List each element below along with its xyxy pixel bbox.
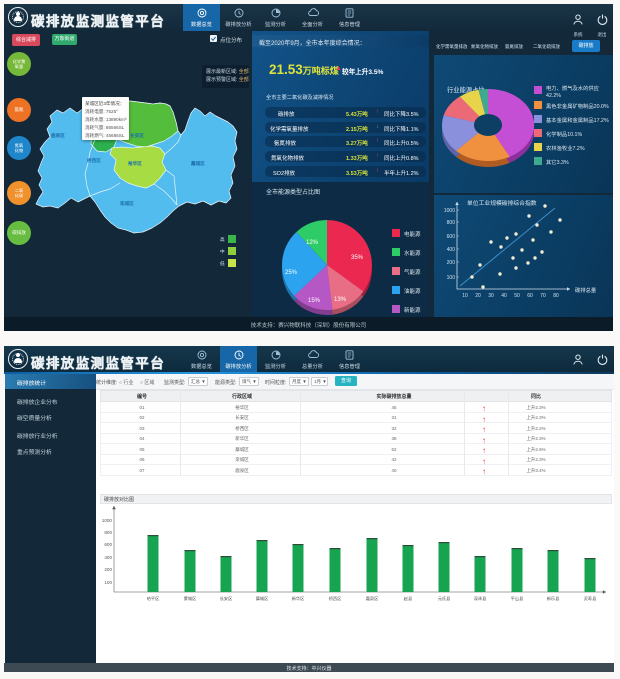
svg-text:1000: 1000 bbox=[102, 518, 113, 523]
svg-text:深泽县: 深泽县 bbox=[474, 595, 487, 602]
svg-text:新华区: 新华区 bbox=[292, 595, 305, 602]
svg-text:1000: 1000 bbox=[444, 208, 455, 214]
svg-text:藁城区: 藁城区 bbox=[190, 160, 205, 167]
svg-text:桥西区: 桥西区 bbox=[329, 595, 342, 602]
svg-text:13%: 13% bbox=[334, 297, 347, 303]
svg-text:60: 60 bbox=[527, 293, 533, 299]
svg-text:100: 100 bbox=[447, 275, 456, 281]
svg-text:鹿泉区: 鹿泉区 bbox=[51, 132, 65, 139]
svg-text:100: 100 bbox=[104, 580, 112, 585]
svg-text:哈平区: 哈平区 bbox=[147, 595, 160, 602]
svg-text:800: 800 bbox=[447, 220, 456, 226]
svg-text:裕华区: 裕华区 bbox=[127, 160, 142, 167]
svg-text:长安区: 长安区 bbox=[130, 132, 144, 139]
svg-text:25%: 25% bbox=[285, 270, 298, 276]
svg-text:200: 200 bbox=[104, 567, 112, 572]
svg-text:嘉泉区: 嘉泉区 bbox=[366, 595, 379, 602]
svg-text:藁城区: 藁城区 bbox=[256, 595, 269, 602]
svg-text:赵县: 赵县 bbox=[404, 595, 412, 602]
svg-text:单位工业规模碳排综合指数: 单位工业规模碳排综合指数 bbox=[467, 199, 537, 207]
svg-text:50: 50 bbox=[514, 293, 520, 299]
svg-text:蒙城区: 蒙城区 bbox=[184, 595, 197, 602]
svg-text:新乐县: 新乐县 bbox=[547, 595, 560, 602]
svg-text:400: 400 bbox=[104, 555, 112, 560]
svg-text:灵寿县: 灵寿县 bbox=[584, 595, 597, 602]
svg-text:20: 20 bbox=[475, 293, 481, 299]
svg-text:栾城区: 栾城区 bbox=[119, 200, 134, 207]
svg-text:10: 10 bbox=[462, 293, 468, 299]
svg-text:600: 600 bbox=[104, 542, 112, 547]
svg-text:35%: 35% bbox=[351, 255, 364, 261]
svg-text:桥西区: 桥西区 bbox=[87, 157, 101, 164]
svg-text:元氏县: 元氏县 bbox=[438, 595, 451, 602]
svg-text:800: 800 bbox=[104, 530, 112, 535]
svg-text:80: 80 bbox=[553, 293, 559, 299]
svg-text:12%: 12% bbox=[306, 240, 319, 246]
svg-text:400: 400 bbox=[447, 247, 456, 253]
svg-text:200: 200 bbox=[447, 260, 456, 266]
svg-text:长安区: 长安区 bbox=[220, 595, 233, 602]
svg-text:碳排总量: 碳排总量 bbox=[575, 286, 597, 294]
svg-text:30: 30 bbox=[488, 293, 494, 299]
svg-text:70: 70 bbox=[540, 293, 546, 299]
svg-text:平山县: 平山县 bbox=[511, 595, 524, 602]
svg-text:600: 600 bbox=[447, 234, 456, 240]
svg-text:15%: 15% bbox=[308, 298, 321, 304]
svg-text:40: 40 bbox=[501, 293, 507, 299]
